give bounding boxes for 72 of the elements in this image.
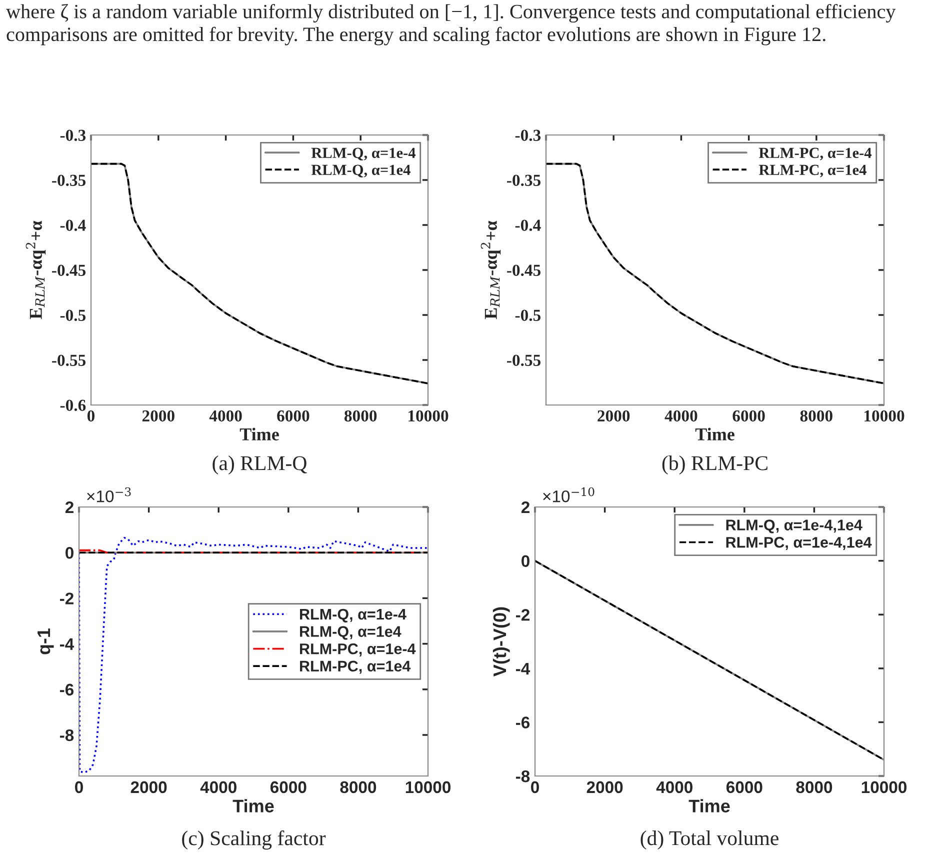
legend-label: RLM-PC, α=1e-4 bbox=[300, 643, 416, 656]
legend-label: RLM-Q, α=1e-4 bbox=[300, 608, 406, 623]
x-tick-label: 8000 bbox=[340, 781, 376, 794]
y-axis-title: E$_{RLM}$-αq$^{2}$+α bbox=[26, 220, 46, 320]
x-tick-label: 6000 bbox=[277, 410, 310, 422]
legend-label: RLM-PC, α=1e-4,1e4 bbox=[726, 536, 872, 550]
y-tick-label: -0.3 bbox=[60, 130, 86, 142]
y-tick-label: -0.45 bbox=[52, 264, 86, 276]
x-tick-label: 0 bbox=[87, 410, 95, 422]
x-axis-title: Time bbox=[688, 799, 730, 812]
y-tick-label: -0.35 bbox=[52, 174, 86, 186]
y-tick-label: -0.4 bbox=[60, 220, 86, 232]
x-tick-label: 4000 bbox=[209, 410, 242, 422]
x-tick-label: 4000 bbox=[664, 410, 698, 422]
legend-label: RLM-Q, α=1e-4 bbox=[311, 148, 416, 160]
y-tick-label: -0.5 bbox=[60, 310, 86, 322]
y-tick-label: -0.5 bbox=[515, 310, 541, 322]
y-tick-label: 0 bbox=[522, 555, 530, 568]
x-tick-label: 10000 bbox=[864, 410, 904, 422]
x-axis-title: Time bbox=[240, 428, 279, 440]
text: where ζ is a random variable uniformly distributed on [−1, 1]. Convergence tests and computational efficiency comparisons are omitted for brevity. The energy and scaling factor evolutions are shown in Figure 12. bbox=[6, 4, 896, 46]
y-tick-label: -4 bbox=[60, 638, 74, 650]
x-tick-label: 4000 bbox=[656, 781, 692, 794]
x-tick-label: 10000 bbox=[408, 410, 448, 422]
legend-label: RLM-PC, α=1e4 bbox=[300, 660, 411, 674]
y-tick-label: -8 bbox=[60, 729, 74, 742]
y-axis-title: E$_{RLM}$-αq$^{2}$+α bbox=[480, 220, 501, 320]
y-axis-title: q-1 bbox=[38, 628, 54, 654]
x-tick-label: 6000 bbox=[270, 781, 306, 794]
y-tick-label: 2 bbox=[521, 501, 530, 514]
x-tick-label: 8000 bbox=[796, 781, 832, 794]
legend-label: RLM-Q, α=1e4 bbox=[311, 164, 410, 178]
y-tick-label: -0.45 bbox=[507, 264, 541, 276]
y-tick-label: -6 bbox=[516, 716, 530, 728]
x-tick-label: 10000 bbox=[862, 781, 906, 794]
y-tick-label: -0.4 bbox=[515, 220, 541, 232]
text: ×10$^{−10}$ bbox=[543, 487, 594, 502]
text: (d) Total volume bbox=[640, 830, 778, 850]
text: (a) RLM-Q bbox=[212, 456, 307, 474]
line-series bbox=[79, 536, 428, 774]
y-tick-label: -0.55 bbox=[52, 354, 86, 366]
x-axis-title: Time bbox=[232, 799, 274, 812]
legend-label: RLM-PC, α=1e4 bbox=[758, 164, 866, 178]
x-tick-label: 2000 bbox=[586, 781, 623, 794]
x-axis-title: Time bbox=[695, 428, 734, 440]
y-tick-label: -4 bbox=[516, 662, 530, 674]
y-tick-label: -6 bbox=[60, 684, 74, 696]
x-tick-label: 8000 bbox=[800, 410, 832, 422]
legend-label: RLM-PC, α=1e-4 bbox=[758, 148, 872, 160]
y-tick-label: -0.55 bbox=[507, 354, 541, 366]
x-tick-label: 10000 bbox=[406, 781, 450, 794]
x-tick-label: 4000 bbox=[200, 781, 236, 794]
x-tick-label: 6000 bbox=[726, 781, 762, 794]
y-tick-label: -2 bbox=[60, 592, 74, 604]
legend-label: RLM-Q, α=1e-4,1e4 bbox=[726, 520, 862, 534]
x-tick-label: 2000 bbox=[142, 410, 174, 422]
y-axis-title: V(t)-V(0) bbox=[492, 607, 510, 676]
x-tick-label: 2000 bbox=[130, 781, 167, 794]
x-tick-label: 2000 bbox=[598, 410, 630, 422]
text: (c) Scaling factor bbox=[182, 830, 326, 850]
y-tick-label: -0.6 bbox=[60, 400, 86, 412]
text: ×10$^{−3}$ bbox=[87, 487, 131, 502]
legend-label: RLM-Q, α=1e4 bbox=[300, 626, 402, 640]
y-tick-label: -0.3 bbox=[515, 130, 541, 142]
x-tick-label: 6000 bbox=[732, 410, 765, 422]
text: (b) RLM-PC bbox=[662, 456, 768, 474]
y-tick-label: -8 bbox=[516, 770, 530, 782]
x-tick-label: 8000 bbox=[344, 410, 377, 422]
y-tick-label: 2 bbox=[65, 501, 74, 514]
y-tick-label: -0.35 bbox=[507, 174, 541, 186]
y-tick-label: -2 bbox=[516, 609, 530, 621]
y-tick-label: 0 bbox=[66, 546, 74, 559]
